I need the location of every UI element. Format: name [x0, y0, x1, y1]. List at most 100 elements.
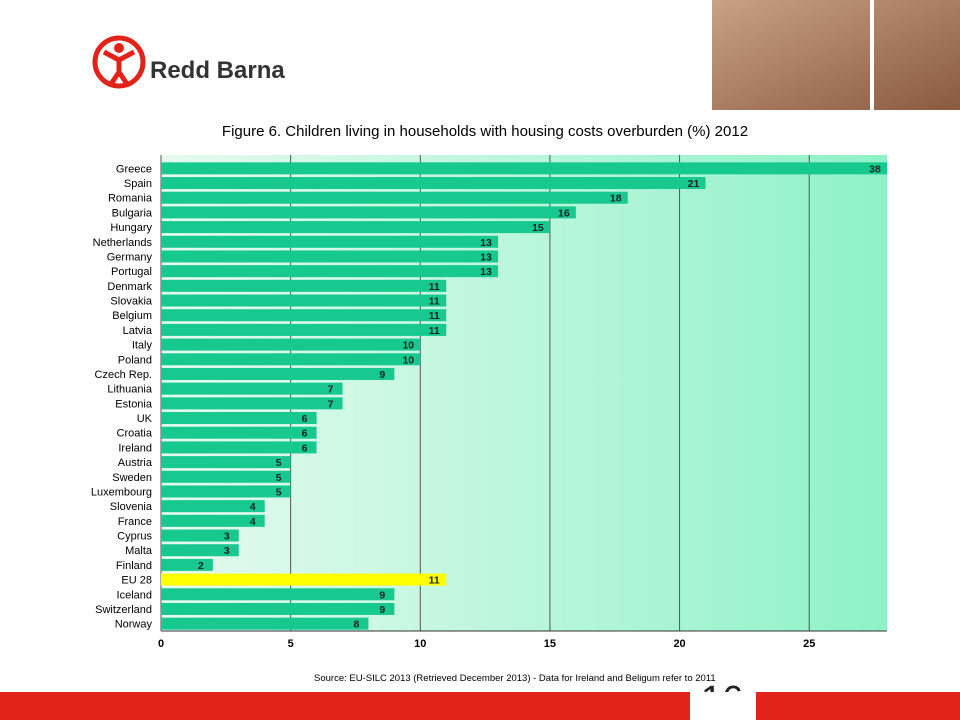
footer-band	[0, 692, 960, 720]
value-label: 6	[302, 442, 308, 454]
y-tick-label: Bulgaria	[112, 207, 153, 219]
bar	[161, 441, 317, 454]
value-label: 5	[276, 486, 282, 498]
value-label: 5	[276, 472, 282, 484]
y-tick-label: Luxembourg	[91, 486, 152, 498]
source: Source: EU-SILC 2013 (Retrieved December…	[314, 673, 716, 684]
y-tick-label: Ireland	[118, 442, 152, 454]
bar	[161, 367, 395, 380]
page-number-box	[690, 692, 756, 720]
bar	[161, 162, 887, 175]
y-tick-label: Estonia	[115, 398, 153, 410]
bars	[161, 162, 887, 630]
y-tick-label: Croatia	[117, 428, 153, 440]
y-tick-label: Spain	[124, 178, 152, 190]
logo-figure	[102, 49, 136, 86]
value-label: 13	[480, 251, 492, 263]
y-tick-label: Hungary	[110, 222, 152, 234]
bar	[161, 221, 550, 234]
bar	[161, 544, 239, 557]
bar	[161, 500, 265, 513]
value-label: 2	[198, 560, 204, 572]
x-tick-label: 10	[414, 638, 426, 650]
value-label: 3	[224, 545, 230, 557]
value-label: 38	[869, 163, 881, 175]
bar	[161, 309, 447, 322]
bar	[161, 470, 291, 483]
bar	[161, 338, 421, 351]
bar	[161, 279, 447, 292]
x-tick-label: 20	[673, 638, 685, 650]
bar	[161, 235, 499, 248]
y-tick-label: Denmark	[107, 281, 152, 293]
y-tick-label: Norway	[115, 619, 153, 631]
y-tick-label: Sweden	[112, 472, 152, 484]
value-label: 3	[224, 531, 230, 543]
y-tick-label: Malta	[125, 545, 153, 557]
value-label: 11	[429, 575, 440, 587]
bar	[161, 206, 576, 219]
value-label: 13	[480, 237, 492, 249]
y-tick-label: Austria	[118, 457, 153, 469]
value-label: 6	[302, 428, 308, 440]
value-label: 11	[429, 325, 440, 337]
y-tick-label: Lithuania	[107, 384, 153, 396]
logo-text: Redd Barna	[150, 57, 285, 84]
x-tick-label: 0	[158, 638, 164, 650]
bar	[161, 353, 421, 366]
x-tick-label: 25	[803, 638, 815, 650]
y-tick-label: Czech Rep.	[95, 369, 152, 381]
y-tick-label: Iceland	[117, 589, 152, 601]
value-label: 9	[379, 589, 385, 601]
value-label: 11	[429, 310, 440, 322]
value-label: 11	[429, 296, 440, 308]
bar	[161, 602, 395, 615]
value-label: 5	[276, 457, 282, 469]
bar	[161, 588, 395, 601]
bar	[161, 573, 447, 586]
bar	[161, 265, 499, 278]
bar	[161, 558, 213, 571]
header-photo	[712, 0, 960, 110]
bar	[161, 397, 343, 410]
bar	[161, 529, 239, 542]
bar	[161, 191, 628, 204]
value-label: 6	[302, 413, 308, 425]
bar	[161, 456, 291, 469]
bar	[161, 177, 706, 190]
value-label: 4	[250, 516, 256, 528]
x-tick-label: 5	[288, 638, 294, 650]
logo-head	[114, 43, 124, 53]
photo-divider	[870, 0, 874, 110]
y-tick-label: Germany	[107, 251, 153, 263]
value-label: 13	[480, 266, 492, 278]
bar	[161, 323, 447, 336]
bar	[161, 412, 317, 425]
value-label: 18	[610, 193, 622, 205]
value-label: 4	[250, 501, 256, 513]
y-tick-label: Cyprus	[117, 531, 152, 543]
chart-title: Figure 6. Children living in households …	[222, 123, 748, 140]
bar	[161, 617, 369, 630]
x-tick-label: 15	[544, 638, 556, 650]
y-tick-label: Poland	[118, 354, 152, 366]
value-label: 15	[532, 222, 544, 234]
logo: Redd Barna	[92, 35, 285, 89]
y-tick-label: Belgium	[112, 310, 152, 322]
y-tick-label: Slovenia	[110, 501, 153, 513]
bar	[161, 294, 447, 307]
value-label: 11	[429, 281, 440, 293]
y-tick-label: Slovakia	[110, 296, 152, 308]
value-label: 9	[379, 369, 385, 381]
y-tick-label: Switzerland	[95, 604, 152, 616]
bar	[161, 382, 343, 395]
value-label: 9	[379, 604, 385, 616]
value-label: 8	[354, 619, 360, 631]
logo-ring	[92, 35, 146, 89]
y-tick-label: Finland	[116, 560, 152, 572]
bar	[161, 514, 265, 527]
value-label: 10	[402, 354, 414, 366]
y-tick-label: France	[118, 516, 152, 528]
